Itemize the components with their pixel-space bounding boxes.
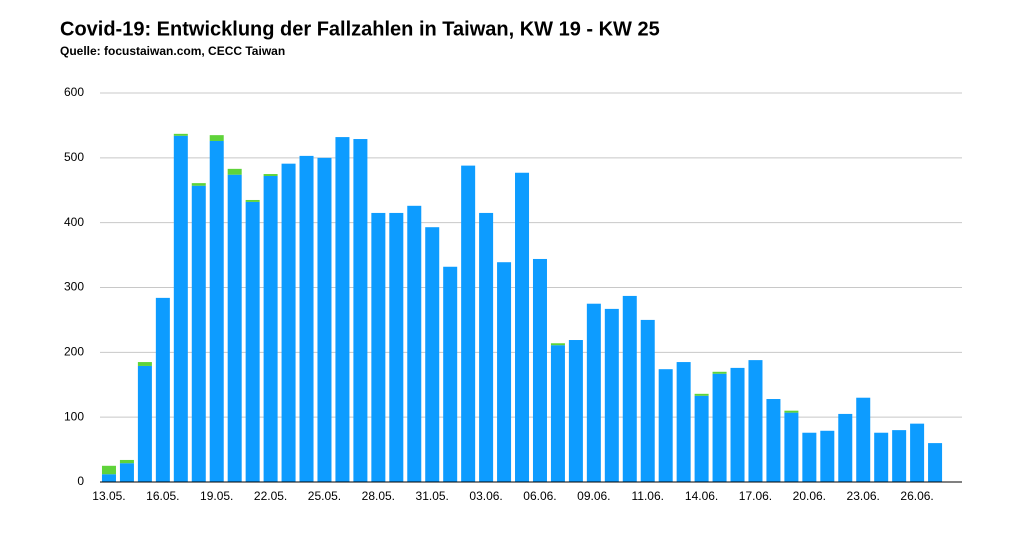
bar-segment <box>245 199 260 202</box>
bar-segment <box>191 183 206 186</box>
bar-segment <box>371 212 386 483</box>
bar-segment <box>568 340 583 482</box>
x-tick-label: 25.05. <box>308 489 341 503</box>
bar-segment <box>928 443 943 482</box>
y-tick-label: 100 <box>64 409 84 423</box>
bar-segment <box>479 212 494 483</box>
x-tick-label: 20.06. <box>793 489 826 503</box>
bar-segment <box>101 474 116 482</box>
bar-segment <box>209 135 224 141</box>
y-tick-label: 600 <box>64 85 84 99</box>
bar-segment <box>263 175 278 482</box>
bar-segment <box>856 397 871 482</box>
y-tick-label: 0 <box>77 474 84 488</box>
bar-segment <box>658 369 673 482</box>
y-tick-label: 300 <box>64 280 84 294</box>
bar-segment <box>407 205 422 482</box>
bar-segment <box>874 432 889 482</box>
bar-segment <box>515 172 530 482</box>
bar-segment <box>101 465 116 475</box>
x-tick-label: 26.06. <box>900 489 933 503</box>
bar-segment <box>694 395 709 482</box>
bar-segment <box>730 367 745 482</box>
bar-segment <box>766 399 781 482</box>
x-tick-label: 31.05. <box>416 489 449 503</box>
bar-segment <box>335 137 350 482</box>
bar-segment <box>784 412 799 482</box>
bar-segment <box>604 308 619 482</box>
bar-segment <box>712 373 727 482</box>
x-tick-label: 16.05. <box>146 489 179 503</box>
x-tick-label: 09.06. <box>577 489 610 503</box>
bar-segment <box>892 430 907 482</box>
bar-segment <box>425 227 440 482</box>
bar-segment <box>443 266 458 482</box>
bar-segment <box>802 432 817 482</box>
bar-segment <box>173 135 188 483</box>
x-tick-label: 03.06. <box>469 489 502 503</box>
y-tick-label: 200 <box>64 345 84 359</box>
bar-segment <box>119 463 134 482</box>
x-tick-label: 28.05. <box>362 489 395 503</box>
bar-segment <box>784 410 799 413</box>
bar-segment <box>191 185 206 482</box>
bar-segment <box>748 360 763 482</box>
x-tick-label: 22.05. <box>254 489 287 503</box>
chart-title: Covid-19: Entwicklung der Fallzahlen in … <box>60 18 660 40</box>
bar-segment <box>173 133 188 136</box>
bar-segment <box>245 201 260 483</box>
bar-segment <box>119 459 134 464</box>
x-tick-label: 17.06. <box>739 489 772 503</box>
bar-segment <box>550 343 565 346</box>
bar-segment <box>227 174 242 482</box>
bar-segment <box>586 303 601 482</box>
x-tick-label: 13.05. <box>92 489 125 503</box>
bar-segment <box>622 295 637 482</box>
bar-segment <box>712 371 727 374</box>
bar-segment <box>137 362 152 366</box>
chart-subtitle: Quelle: focustaiwan.com, CECC Taiwan <box>60 44 285 58</box>
bar-segment <box>532 258 547 482</box>
bar-segment <box>137 365 152 482</box>
x-tick-label: 11.06. <box>631 489 663 503</box>
y-tick-label: 500 <box>64 150 84 164</box>
bar-segment <box>820 430 835 482</box>
bar-segment <box>281 163 296 482</box>
bar-segment <box>389 212 404 483</box>
bar-segment <box>299 155 314 482</box>
bar-segment <box>263 174 278 176</box>
bar-segment <box>461 165 476 482</box>
bar-segment <box>353 139 368 482</box>
bar-segment <box>550 345 565 482</box>
bar-segment <box>155 297 170 482</box>
y-tick-label: 400 <box>64 215 84 229</box>
x-tick-label: 06.06. <box>523 489 556 503</box>
bar-segment <box>227 168 242 175</box>
bar-segment <box>838 413 853 482</box>
bar-segment <box>317 157 332 483</box>
bar-segment <box>497 262 512 482</box>
bar-segment <box>209 140 224 482</box>
bar-segment <box>640 319 655 482</box>
bar-segment <box>910 423 925 482</box>
bar-segment <box>676 362 691 482</box>
bar-segment <box>694 393 709 396</box>
x-tick-label: 14.06. <box>685 489 718 503</box>
x-tick-label: 19.05. <box>200 489 233 503</box>
x-tick-label: 23.06. <box>847 489 880 503</box>
